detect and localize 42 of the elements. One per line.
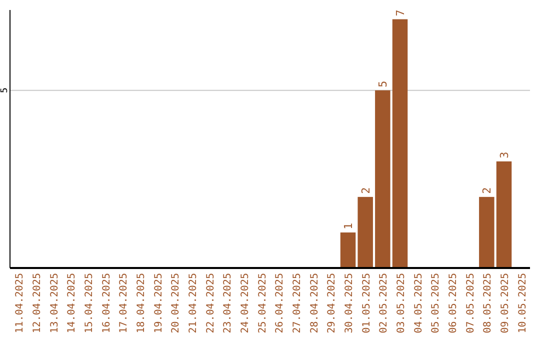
x-tick-label: 15.04.2025: [84, 273, 95, 334]
x-tick-label: 13.04.2025: [49, 273, 60, 334]
data-label: 7: [394, 10, 407, 16]
x-tick-label: 19.04.2025: [153, 273, 164, 334]
x-tick-label: 10.05.2025: [517, 273, 528, 334]
x-tick-label: 20.04.2025: [170, 273, 182, 334]
x-tick-label: 24.04.2025: [240, 273, 251, 334]
bar: [340, 232, 356, 268]
x-tick-label: 11.04.2025: [14, 273, 26, 334]
data-label: 5: [376, 80, 390, 88]
x-tick-label: 29.04.2025: [326, 273, 338, 334]
x-tick-label: 12.04.2025: [32, 273, 43, 334]
x-tick-label: 16.04.2025: [101, 273, 112, 334]
x-tick-label: 25.04.2025: [257, 273, 268, 334]
x-tick-label: 05.05.2025: [430, 273, 442, 334]
x-tick-label: 09.05.2025: [500, 273, 511, 334]
bar: [496, 161, 512, 268]
x-tick-label: 26.04.2025: [274, 273, 286, 334]
x-tick-label: 14.04.2025: [66, 273, 78, 334]
x-tick-label: 03.05.2025: [396, 273, 407, 334]
x-tick-label: 27.04.2025: [292, 273, 303, 334]
x-tick-label: 23.04.2025: [222, 273, 234, 334]
bar: [479, 196, 494, 268]
x-tick-label: 01.05.2025: [361, 273, 372, 334]
x-tick-label: 06.05.2025: [448, 273, 459, 334]
x-tick-label: 07.05.2025: [465, 273, 476, 334]
data-label: 2: [480, 187, 494, 194]
data-label: 1: [342, 222, 355, 230]
x-tick-label: 22.04.2025: [205, 273, 216, 334]
x-tick-label: 02.05.2025: [378, 273, 390, 334]
x-tick-label: 04.05.2025: [413, 273, 424, 334]
x-tick-label: 21.04.2025: [188, 273, 199, 334]
x-tick-label: 30.04.2025: [344, 273, 355, 334]
bar: [375, 90, 390, 268]
x-tick-label: 18.04.2025: [136, 273, 147, 334]
x-tick-label: 08.05.2025: [482, 273, 494, 334]
x-tick-label: 28.04.2025: [309, 273, 320, 334]
data-label: 3: [498, 152, 511, 158]
bar: [358, 196, 373, 268]
bar: [392, 19, 408, 268]
x-tick-label: 17.04.2025: [118, 273, 130, 334]
data-label: 2: [359, 187, 372, 194]
